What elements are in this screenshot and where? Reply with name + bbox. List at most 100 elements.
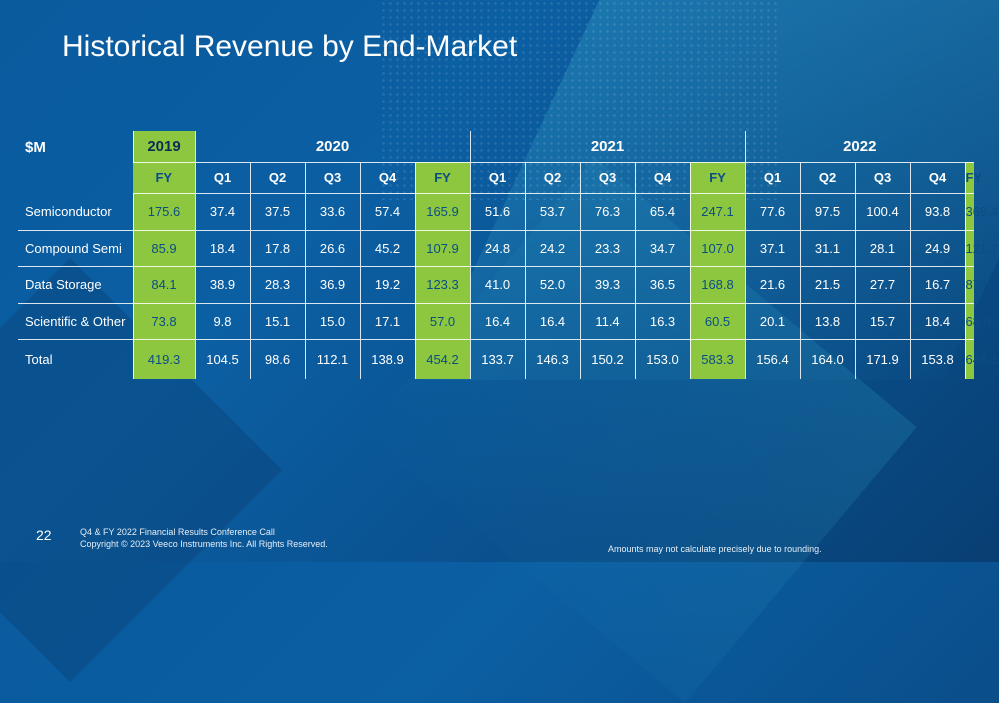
table-cell: 175.6 <box>132 193 195 231</box>
table-cell: 21.5 <box>799 266 855 304</box>
rounding-note: Amounts may not calculate precisely due … <box>608 544 822 554</box>
row-label: Total <box>25 352 53 368</box>
year-header-2021: 2021 <box>469 131 745 163</box>
table-cell: 16.7 <box>909 266 965 304</box>
table-cell: 16.4 <box>469 303 525 341</box>
table-cell: 68.0 <box>964 303 991 341</box>
table-cell: 20.1 <box>744 303 800 341</box>
table-cell: 13.8 <box>799 303 855 341</box>
page-title: Historical Revenue by End-Market <box>62 30 518 63</box>
footer-copyright: Copyright © 2023 Veeco Instruments Inc. … <box>80 539 328 549</box>
table-cell: 15.0 <box>304 303 360 341</box>
table-cell: 454.2 <box>414 339 470 379</box>
table-cell: 33.6 <box>304 193 360 231</box>
table-cell: 57.4 <box>359 193 415 231</box>
table-cell: 153.0 <box>634 339 690 379</box>
table-cell: 153.8 <box>909 339 965 379</box>
table-cell: 146.3 <box>524 339 580 379</box>
table-cell: 65.4 <box>634 193 690 231</box>
period-header: Q4 <box>359 162 415 194</box>
table-cell: 16.4 <box>524 303 580 341</box>
table-cell: 38.9 <box>194 266 250 304</box>
table-cell: 37.4 <box>194 193 250 231</box>
table-row-compound-semi: Compound Semi 85.9 18.4 17.8 26.6 45.2 1… <box>18 230 998 268</box>
table-cell: 28.3 <box>249 266 305 304</box>
year-header-row: $M 2019 2020 2021 2022 <box>18 131 974 163</box>
year-header-2022: 2022 <box>744 131 974 163</box>
table-cell: 39.3 <box>579 266 635 304</box>
period-header: FY <box>964 162 982 194</box>
row-label: Semiconductor <box>18 193 133 231</box>
table-cell: 97.5 <box>799 193 855 231</box>
table-cell: 87.5 <box>964 266 991 304</box>
table-cell: 93.8 <box>909 193 965 231</box>
period-header: Q1 <box>194 162 250 194</box>
table-cell: 16.3 <box>634 303 690 341</box>
table-cell: 100.4 <box>854 193 910 231</box>
table-cell: 53.7 <box>524 193 580 231</box>
table-cell: 34.7 <box>634 230 690 268</box>
period-header: FY <box>414 162 470 194</box>
table-cell: 98.6 <box>249 339 305 379</box>
table-cell: 150.2 <box>579 339 635 379</box>
period-header: FY <box>689 162 745 194</box>
table-cell: 9.8 <box>194 303 250 341</box>
table-cell: 419.3 <box>132 339 195 379</box>
table-cell: 17.1 <box>359 303 415 341</box>
table-cell: 26.6 <box>304 230 360 268</box>
table-cell: 112.1 <box>304 339 360 379</box>
footer-text: Q4 & FY 2022 Financial Results Conferenc… <box>80 526 328 550</box>
table-cell: 76.3 <box>579 193 635 231</box>
table-cell: 17.8 <box>249 230 305 268</box>
table-cell: 15.7 <box>854 303 910 341</box>
table-cell: 27.7 <box>854 266 910 304</box>
period-header: Q1 <box>469 162 525 194</box>
period-header: Q3 <box>854 162 910 194</box>
table-cell: 21.6 <box>744 266 800 304</box>
table-cell: 60.5 <box>689 303 745 341</box>
table-cell: 36.9 <box>304 266 360 304</box>
row-label: Compound Semi <box>18 230 133 268</box>
table-cell: 77.6 <box>744 193 800 231</box>
period-header: Q4 <box>634 162 690 194</box>
period-header-row: FY Q1 Q2 Q3 Q4 FY Q1 Q2 Q3 Q4 FY Q1 Q2 Q… <box>18 162 982 194</box>
table-cell: 28.1 <box>854 230 910 268</box>
period-header: Q2 <box>524 162 580 194</box>
row-label: Scientific & Other <box>18 303 133 341</box>
period-header: Q2 <box>799 162 855 194</box>
period-header: Q3 <box>304 162 360 194</box>
table-cell: 156.4 <box>744 339 800 379</box>
table-row-semiconductor: Semiconductor 175.6 37.4 37.5 33.6 57.4 … <box>18 193 998 231</box>
table-cell: 52.0 <box>524 266 580 304</box>
table-cell: 37.1 <box>744 230 800 268</box>
table-cell: 84.1 <box>132 266 195 304</box>
table-cell: 247.1 <box>689 193 745 231</box>
table-cell: 138.9 <box>359 339 415 379</box>
table-cell: 24.9 <box>909 230 965 268</box>
table-cell: 23.3 <box>579 230 635 268</box>
table-cell: 121.2 <box>964 230 998 268</box>
table-cell: 133.7 <box>469 339 525 379</box>
table-cell: 18.4 <box>194 230 250 268</box>
revenue-table: $M 2019 2020 2021 2022 FY Q1 Q2 Q3 Q4 FY… <box>18 131 998 379</box>
table-cell: 168.8 <box>689 266 745 304</box>
table-cell: 85.9 <box>132 230 195 268</box>
table-cell: 73.8 <box>132 303 195 341</box>
table-cell: 123.3 <box>414 266 470 304</box>
table-cell: 171.9 <box>854 339 910 379</box>
year-header-2020: 2020 <box>194 131 470 163</box>
row-label: Data Storage <box>18 266 133 304</box>
table-cell: 15.1 <box>249 303 305 341</box>
table-cell: 165.9 <box>414 193 470 231</box>
table-cell: 107.0 <box>689 230 745 268</box>
table-cell: 646.1 <box>964 339 998 379</box>
table-cell: 19.2 <box>359 266 415 304</box>
table-cell: 11.4 <box>579 303 635 341</box>
table-cell: 583.3 <box>689 339 745 379</box>
table-cell: 51.6 <box>469 193 525 231</box>
table-cell: 57.0 <box>414 303 470 341</box>
table-cell: 41.0 <box>469 266 525 304</box>
table-cell: 36.5 <box>634 266 690 304</box>
period-header: Q1 <box>744 162 800 194</box>
period-header: Q4 <box>909 162 965 194</box>
